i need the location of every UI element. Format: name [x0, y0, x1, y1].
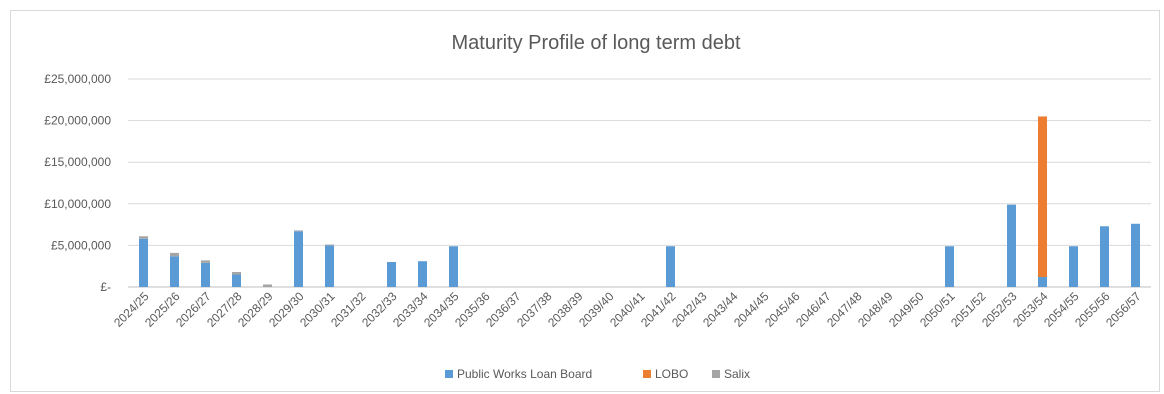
legend-label-salix: Salix [724, 367, 750, 381]
bar-public-works-loan-board-2030-31 [325, 245, 334, 287]
y-axis-ticks: £- £5,000,000 £10,000,000 £15,000,000 £20,00… [44, 72, 111, 294]
x-axis-ticks: 2024/252025/262026/272027/282028/292029/… [111, 289, 1144, 330]
legend-label-public-works-loan-board: Public Works Loan Board [457, 367, 592, 381]
bar-salix-2030-31 [325, 244, 334, 246]
bar-public-works-loan-board-2025-26 [170, 256, 179, 287]
x-tick-label: 2056/57 [1103, 289, 1144, 330]
bar-public-works-loan-board-2052-53 [1007, 204, 1016, 287]
bar-public-works-loan-board-2056-57 [1131, 223, 1140, 287]
bars [139, 116, 1140, 287]
chart-area: Maturity Profile of long term debt £- £5,… [10, 10, 1160, 392]
y-tick-label: £- [100, 280, 111, 294]
y-tick-label: £15,000,000 [44, 155, 111, 169]
chart-title: Maturity Profile of long term debt [451, 32, 740, 54]
bar-salix-2025-26 [170, 252, 179, 257]
bar-public-works-loan-board-2050-51 [945, 246, 954, 287]
bar-salix-2026-27 [201, 260, 210, 263]
chart-svg: Maturity Profile of long term debt £- £5,… [44, 32, 1151, 381]
y-tick-label: £10,000,000 [44, 197, 111, 211]
y-tick-label: £25,000,000 [44, 72, 111, 86]
legend-swatch-lobo [643, 370, 651, 378]
bar-salix-2029-30 [294, 230, 303, 232]
legend-swatch-salix [712, 370, 720, 378]
bar-public-works-loan-board-2054-55 [1069, 246, 1078, 287]
bar-public-works-loan-board-2041-42 [666, 246, 675, 287]
y-tick-label: £5,000,000 [51, 238, 111, 252]
bar-salix-2024-25 [139, 236, 148, 239]
bar-salix-2028-29 [263, 284, 272, 287]
legend-label-lobo: LOBO [655, 367, 688, 381]
gridlines [128, 78, 1151, 288]
bar-public-works-loan-board-2027-28 [232, 274, 241, 287]
bar-public-works-loan-board-2034-35 [449, 246, 458, 287]
bar-public-works-loan-board-2032-33 [387, 262, 396, 287]
bar-public-works-loan-board-2053-54 [1038, 277, 1047, 287]
bar-public-works-loan-board-2033-34 [418, 261, 427, 287]
legend: Public Works Loan Board LOBO Salix [445, 367, 750, 381]
bar-public-works-loan-board-2026-27 [201, 262, 210, 287]
bar-public-works-loan-board-2024-25 [139, 238, 148, 287]
bar-salix-2027-28 [232, 272, 241, 275]
bar-public-works-loan-board-2055-56 [1100, 226, 1109, 287]
y-tick-label: £20,000,000 [44, 114, 111, 128]
bar-public-works-loan-board-2029-30 [294, 231, 303, 287]
legend-swatch-public-works-loan-board [445, 370, 453, 378]
bar-lobo-2053-54 [1038, 116, 1047, 278]
